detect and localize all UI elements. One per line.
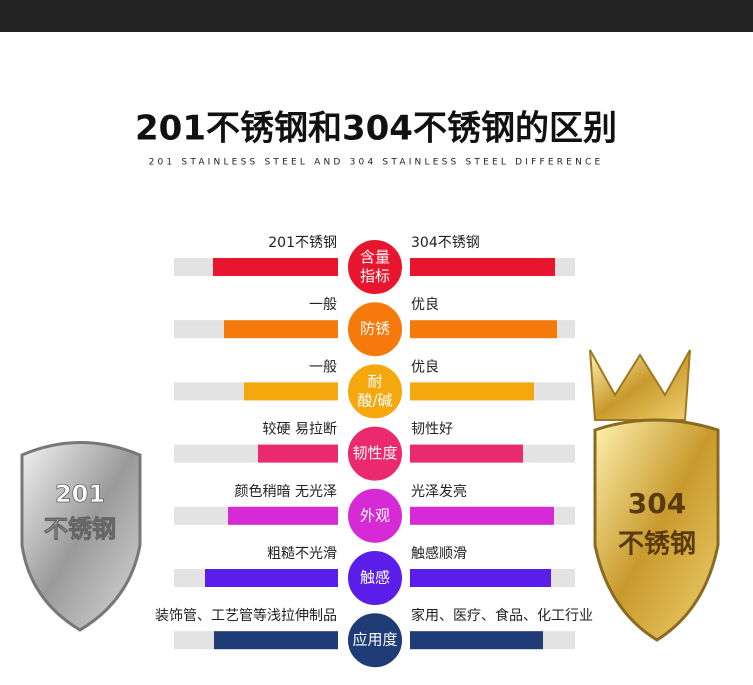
left-label: 颜色稍暗 无光泽	[235, 483, 337, 500]
right-bar	[410, 258, 555, 276]
left-bar	[244, 382, 338, 401]
badge-text: 触感	[360, 569, 390, 587]
badge	[346, 486, 404, 545]
right-bar	[410, 569, 551, 587]
subtitle: 201 STAINLESS STEEL AND 304 STAINLESS ST…	[149, 158, 604, 168]
left-bar	[224, 320, 338, 339]
right-bar	[410, 506, 554, 525]
badge	[346, 238, 404, 296]
right-bar	[410, 444, 523, 463]
badge	[346, 424, 404, 483]
badge	[346, 611, 404, 670]
shield-text: 不锈钢	[618, 530, 696, 560]
badge-text: 外观	[360, 506, 390, 524]
left-bar	[258, 444, 338, 463]
badge-text: 耐	[367, 372, 382, 390]
badge	[346, 362, 404, 421]
right-label: 光泽发亮	[411, 483, 467, 500]
left-bar	[214, 631, 338, 650]
title: 201不锈钢和304不锈钢的区别	[135, 109, 617, 149]
badge	[346, 549, 404, 607]
badge	[346, 300, 404, 359]
right-bar	[410, 382, 534, 401]
left-bar	[205, 569, 338, 587]
badge-text: 防锈	[360, 320, 390, 338]
badge-text: 韧性度	[352, 444, 397, 462]
top-band	[0, 0, 753, 32]
right-bar	[410, 320, 557, 339]
right-label: 304不锈钢	[411, 235, 480, 251]
shield-text: 304	[628, 487, 686, 520]
badge-text: 含量	[360, 248, 390, 266]
left-label: 一般	[309, 359, 337, 375]
right-label: 触感顺滑	[411, 545, 467, 562]
left-label: 装饰管、工艺管等浅拉伸制品	[155, 607, 337, 624]
right-label: 家用、医疗、食品、化工行业	[411, 607, 593, 624]
left-label: 粗糙不光滑	[267, 545, 337, 562]
right-label: 韧性好	[411, 422, 453, 438]
left-bar	[228, 506, 338, 525]
shield-text: 不锈钢	[44, 515, 116, 543]
left-label: 较硬 易拉断	[263, 422, 337, 438]
right-shield: 304 不锈钢	[589, 349, 720, 642]
left-shield: 201 不锈钢	[20, 441, 142, 632]
left-label: 一般	[309, 297, 337, 313]
right-label: 优良	[411, 297, 439, 313]
left-bar	[213, 258, 338, 276]
left-label: 201不锈钢	[268, 235, 337, 251]
badge-text: 酸/碱	[357, 391, 392, 409]
right-label: 优良	[411, 359, 439, 375]
shield-text: 201	[55, 480, 105, 508]
badge-text: 应用度	[352, 631, 397, 649]
right-bar	[410, 631, 543, 650]
badge-text: 指标	[360, 267, 390, 285]
